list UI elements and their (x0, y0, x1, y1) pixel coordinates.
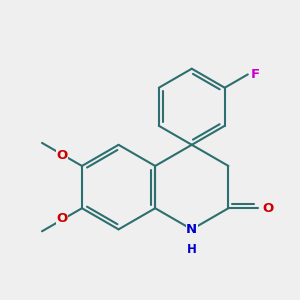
Text: O: O (262, 202, 274, 215)
Text: F: F (251, 68, 260, 81)
Text: O: O (56, 212, 68, 225)
Text: N: N (186, 223, 197, 236)
Text: H: H (187, 243, 197, 256)
Text: O: O (56, 149, 68, 162)
